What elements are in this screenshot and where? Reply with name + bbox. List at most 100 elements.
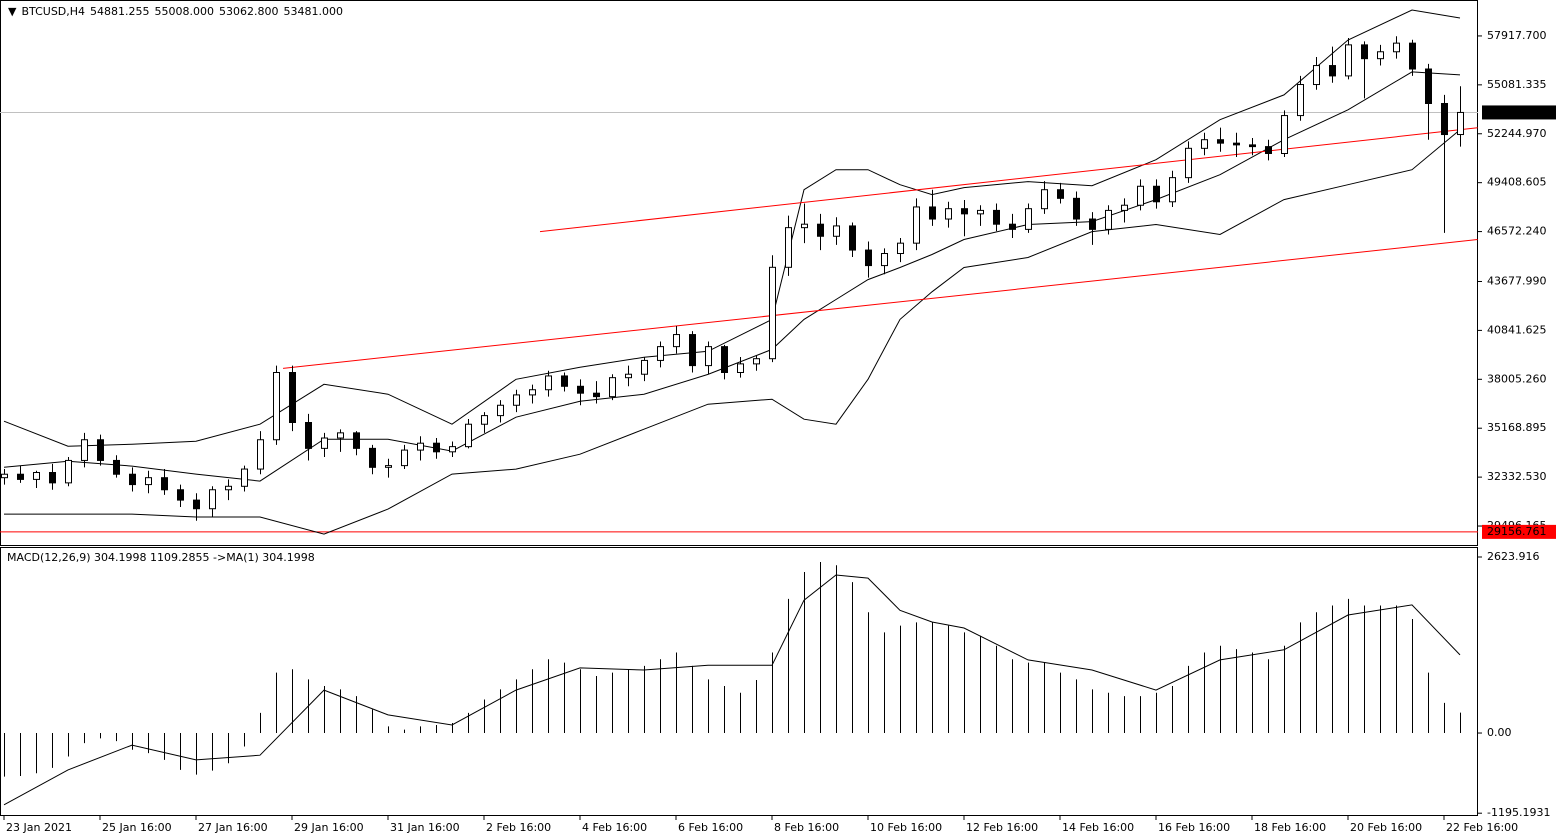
y-tick-label: 43677.990 <box>1487 274 1547 287</box>
x-tick-label: 27 Jan 16:00 <box>198 821 268 834</box>
candle-body <box>897 242 904 255</box>
x-tick-label: 16 Feb 16:00 <box>1158 821 1230 834</box>
candle-body <box>1345 44 1352 77</box>
candle-body <box>1009 223 1016 230</box>
y-tick-label: 40841.625 <box>1487 323 1547 336</box>
candle-body <box>1249 144 1256 148</box>
candle-body <box>945 208 952 220</box>
candle-body <box>1393 42 1400 53</box>
signal-line <box>3 574 1461 806</box>
candle-body <box>385 465 392 468</box>
candle-body <box>481 415 488 425</box>
candle-body <box>1169 177 1176 203</box>
candle-body <box>1297 84 1304 117</box>
y-tick-label: 38005.260 <box>1487 372 1547 385</box>
candle-body <box>1441 102 1448 136</box>
candle-body <box>449 446 456 453</box>
y-tick-label: -1195.1931 <box>1487 806 1550 819</box>
candle-body <box>801 223 808 229</box>
candle-body <box>1 473 8 479</box>
candle-body <box>1329 65 1336 77</box>
candle-body <box>417 442 424 451</box>
candle-body <box>1457 111 1464 136</box>
x-tick-label: 8 Feb 16:00 <box>774 821 839 834</box>
candle-body <box>1025 208 1032 230</box>
candle-body <box>1057 189 1064 199</box>
x-tick-label: 10 Feb 16:00 <box>870 821 942 834</box>
x-tick-label: 25 Jan 16:00 <box>102 821 172 834</box>
candle-body <box>497 404 504 417</box>
collapse-icon[interactable]: ▼ <box>8 5 17 18</box>
candle-body <box>337 432 344 439</box>
candle-body <box>225 485 232 491</box>
candle-body <box>1233 142 1240 146</box>
candle-body <box>1041 189 1048 210</box>
candle-body <box>881 253 888 267</box>
y-tick-label: 52244.970 <box>1487 127 1547 140</box>
level-label: 53481.000 <box>1487 105 1547 118</box>
x-tick-label: 31 Jan 16:00 <box>390 821 460 834</box>
candle-body <box>17 473 24 480</box>
candle-body <box>1313 65 1320 86</box>
x-tick-label: 29 Jan 16:00 <box>294 821 364 834</box>
level-label-bg <box>1482 105 1556 120</box>
candle-body <box>145 477 152 486</box>
candle-body <box>1265 146 1272 155</box>
ohlc-label: 54881.255 <box>90 5 150 18</box>
candle-body <box>97 439 104 461</box>
candle-body <box>977 209 984 215</box>
candle-body <box>1361 44 1368 60</box>
ohlc-label: 53062.800 <box>219 5 279 18</box>
candle-body <box>1377 51 1384 60</box>
candle-body <box>1089 218 1096 230</box>
x-tick-label: 14 Feb 16:00 <box>1062 821 1134 834</box>
candle-body <box>769 266 776 360</box>
candle-body <box>753 358 760 365</box>
candle-body <box>593 392 600 398</box>
candle-body <box>673 334 680 348</box>
candle-body <box>929 206 936 220</box>
x-tick-label: 4 Feb 16:00 <box>582 821 647 834</box>
y-tick-label: 55081.335 <box>1487 78 1547 91</box>
candle-body <box>721 346 728 373</box>
candle-body <box>609 377 616 398</box>
y-tick-label: 2623.916 <box>1487 550 1540 563</box>
candle-body <box>1409 42 1416 70</box>
candle-body <box>1425 68 1432 104</box>
y-tick-label: 46572.240 <box>1487 225 1547 238</box>
candle-body <box>33 472 40 480</box>
macd-frame <box>0 547 1478 816</box>
chart-header: ▼ BTCUSD,H4 54881.255 55008.000 53062.800 534… <box>8 5 348 18</box>
candle-body <box>849 225 856 251</box>
candle-body <box>545 375 552 391</box>
candle-body <box>913 206 920 244</box>
candle-body <box>1105 209 1112 230</box>
level-label-bg <box>1482 524 1556 539</box>
candle-body <box>1217 139 1224 144</box>
symbol: BTCUSD,H4 <box>21 5 86 18</box>
candle-body <box>113 459 120 475</box>
bollinger-lower <box>4 129 1461 535</box>
candle-body <box>49 472 56 484</box>
candle-body <box>785 227 792 268</box>
y-tick-label: 49408.605 <box>1487 176 1547 189</box>
candle-body <box>161 477 168 491</box>
candle-body <box>1073 197 1080 220</box>
ohlc-label: 55008.000 <box>154 5 215 18</box>
x-tick-label: 22 Feb 16:00 <box>1446 821 1518 834</box>
candle-body <box>1121 204 1128 211</box>
x-tick-label: 20 Feb 16:00 <box>1350 821 1422 834</box>
candle-body <box>737 363 744 373</box>
price-frame <box>0 0 1478 546</box>
candle-body <box>577 385 584 394</box>
y-tick-label: 57917.700 <box>1487 29 1547 42</box>
candle-body <box>369 447 376 468</box>
x-tick-label: 6 Feb 16:00 <box>678 821 743 834</box>
candle-body <box>1185 147 1192 179</box>
x-tick-label: 12 Feb 16:00 <box>966 821 1038 834</box>
x-tick-label: 18 Feb 16:00 <box>1254 821 1326 834</box>
candle-body <box>289 371 296 424</box>
candle-body <box>865 249 872 267</box>
